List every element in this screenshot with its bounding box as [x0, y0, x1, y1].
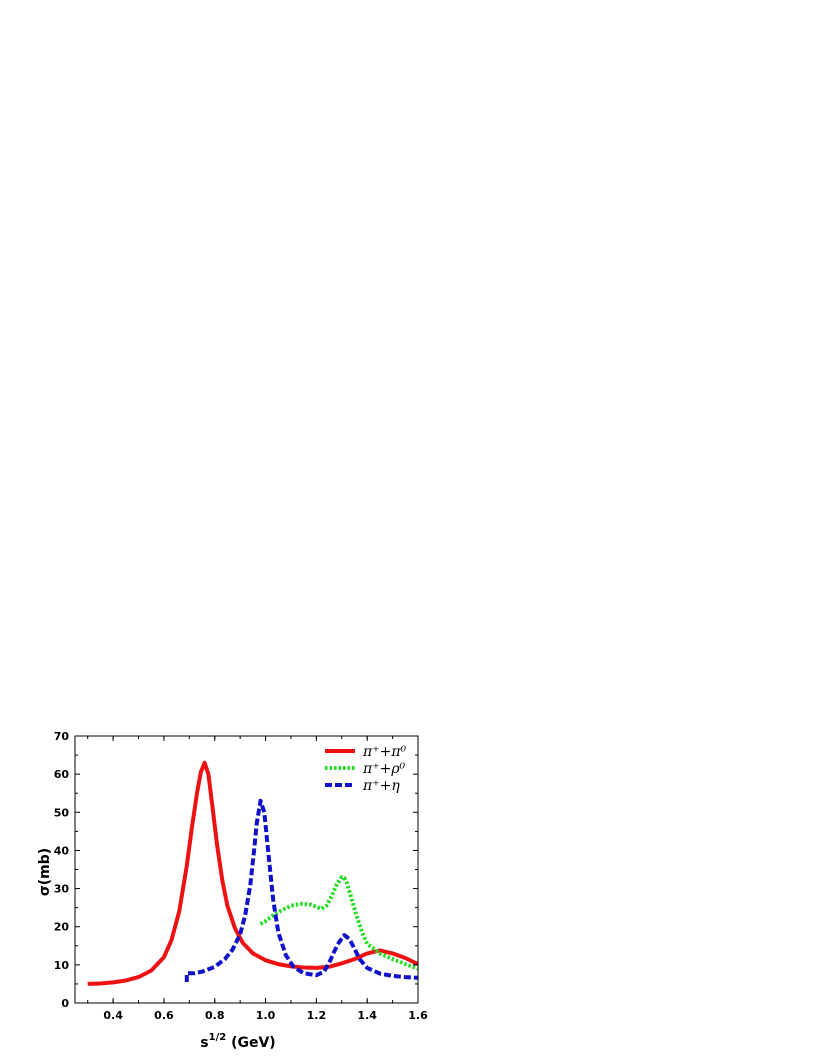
- legend-label-1: π⁺+ρ⁰: [362, 761, 406, 777]
- x-tick-label: 1.4: [357, 1009, 377, 1022]
- series-line-0: [87, 760, 419, 986]
- series-line-1: [259, 875, 419, 971]
- y-tick-label: 10: [54, 959, 70, 972]
- y-tick-label: 30: [54, 883, 70, 896]
- y-tick-label: 50: [54, 806, 70, 819]
- legend-label-0: π⁺+π⁰: [362, 744, 407, 760]
- x-axis-label: s1/2 (GeV): [200, 1032, 275, 1051]
- x-tick-label: 0.8: [205, 1009, 225, 1022]
- x-axis-label-unit: (GeV): [226, 1035, 276, 1051]
- x-axis-label-base: s: [200, 1035, 208, 1051]
- legend-label-2: π⁺+η: [362, 778, 400, 794]
- y-tick-label: 20: [54, 921, 70, 934]
- y-axis-label: σ(mb): [37, 848, 53, 896]
- series-layer: [87, 760, 419, 986]
- x-tick-label: 1.0: [256, 1009, 276, 1022]
- x-tick-label: 0.6: [154, 1009, 174, 1022]
- x-tick-label: 0.4: [103, 1009, 123, 1022]
- y-tick-label: 0: [61, 997, 69, 1010]
- y-tick-label: 70: [54, 730, 70, 743]
- legend: π⁺+π⁰π⁺+ρ⁰π⁺+η: [325, 744, 407, 794]
- y-tick-label: 40: [54, 844, 70, 857]
- series-line-2: [184, 798, 419, 982]
- x-tick-label: 1.2: [307, 1009, 327, 1022]
- x-tick-label: 1.6: [408, 1009, 428, 1022]
- y-tick-label: 60: [54, 768, 70, 781]
- tick-layer: 0.4 0.6 0.8 1.0 1.2 1.4 1.6 0 10 20 30 40 50 60 70: [54, 730, 428, 1022]
- x-axis-label-exponent: 1/2: [209, 1032, 227, 1043]
